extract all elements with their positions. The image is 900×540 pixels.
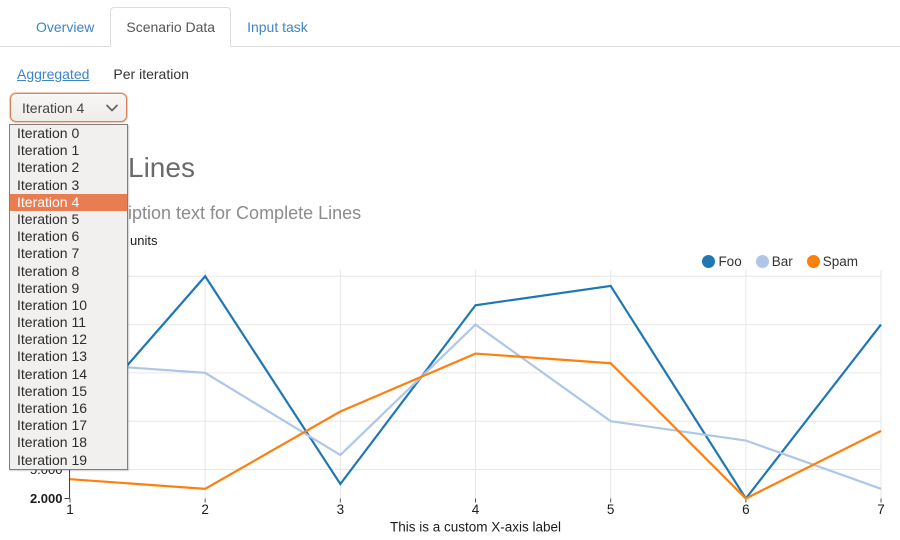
dropdown-option[interactable]: Iteration 13 [17,348,88,365]
x-tick-label: 3 [337,502,345,517]
dropdown-option[interactable]: Iteration 3 [17,176,80,193]
dropdown-option[interactable]: Iteration 11 [17,314,87,331]
dropdown-option[interactable]: Iteration 5 [17,210,80,227]
dropdown-option[interactable]: Iteration 6 [17,228,80,245]
dropdown-option[interactable]: Iteration 1 [17,142,80,159]
dropdown-option[interactable]: Iteration 4 [10,193,127,211]
x-axis-title: This is a custom X-axis label [390,520,561,535]
dropdown-option[interactable]: Iteration 15 [17,382,88,399]
dropdown-option[interactable]: Iteration 10 [17,296,88,313]
legend-item[interactable]: Spam [806,254,858,269]
chart-legend: Foo Bar Spam [702,254,858,269]
x-tick-label: 1 [66,502,74,517]
iteration-select-value: Iteration 4 [22,99,85,116]
legend-dot-icon [755,255,769,268]
x-tick-label: 6 [742,502,750,517]
legend-dot-icon [806,255,820,268]
subnav-per-iteration-link[interactable]: Per iteration [113,66,189,82]
subnav-aggregated-link[interactable]: Aggregated [17,66,90,82]
tab-scenario-data[interactable]: Scenario Data [110,7,232,47]
scenario-subnav: Aggregated Per iteration [17,66,189,82]
dropdown-option[interactable]: Iteration 17 [17,417,88,434]
chart-title: Lines [128,152,195,183]
dropdown-option[interactable]: Iteration 7 [17,245,80,262]
y-tick-label: 2.000 [30,491,63,506]
legend-item[interactable]: Bar [755,254,793,269]
y-axis-units-label: units [130,233,158,248]
tab-input-task[interactable]: Input task [247,19,308,35]
chart-subtitle: iption text for Complete Lines [128,203,362,223]
dropdown-option[interactable]: Iteration 14 [17,365,88,382]
dropdown-option[interactable]: Iteration 9 [17,279,80,296]
dropdown-option[interactable]: Iteration 8 [17,262,80,279]
dropdown-option[interactable]: Iteration 16 [17,400,88,416]
legend-label: Spam [822,254,858,269]
x-tick-label: 7 [877,502,885,517]
legend-label: Bar [771,254,793,269]
x-tick-label: 5 [607,502,615,517]
legend-dot-icon [702,255,716,268]
chevron-down-icon [106,104,118,111]
dropdown-option[interactable]: Iteration 18 [17,434,88,451]
dropdown-option[interactable]: Iteration 0 [17,125,80,141]
x-tick-label: 4 [472,502,480,517]
legend-item[interactable]: Foo [702,254,742,269]
dropdown-option[interactable]: Iteration 19 [17,451,88,468]
series-line-spam [69,352,882,500]
dropdown-option[interactable]: Iteration 2 [17,159,80,176]
dropdown-option[interactable]: Iteration 12 [17,331,88,348]
legend-label: Foo [718,254,742,269]
tab-bar: Overview Scenario Data Input task [0,0,900,47]
series-line-bar [69,323,882,490]
iteration-dropdown-list: Iteration 0 Iteration 1 Iteration 2 Iterati… [9,124,128,470]
x-tick-label: 2 [201,502,209,517]
iteration-select[interactable]: Iteration 4 [10,93,127,122]
tab-overview[interactable]: Overview [36,19,95,35]
